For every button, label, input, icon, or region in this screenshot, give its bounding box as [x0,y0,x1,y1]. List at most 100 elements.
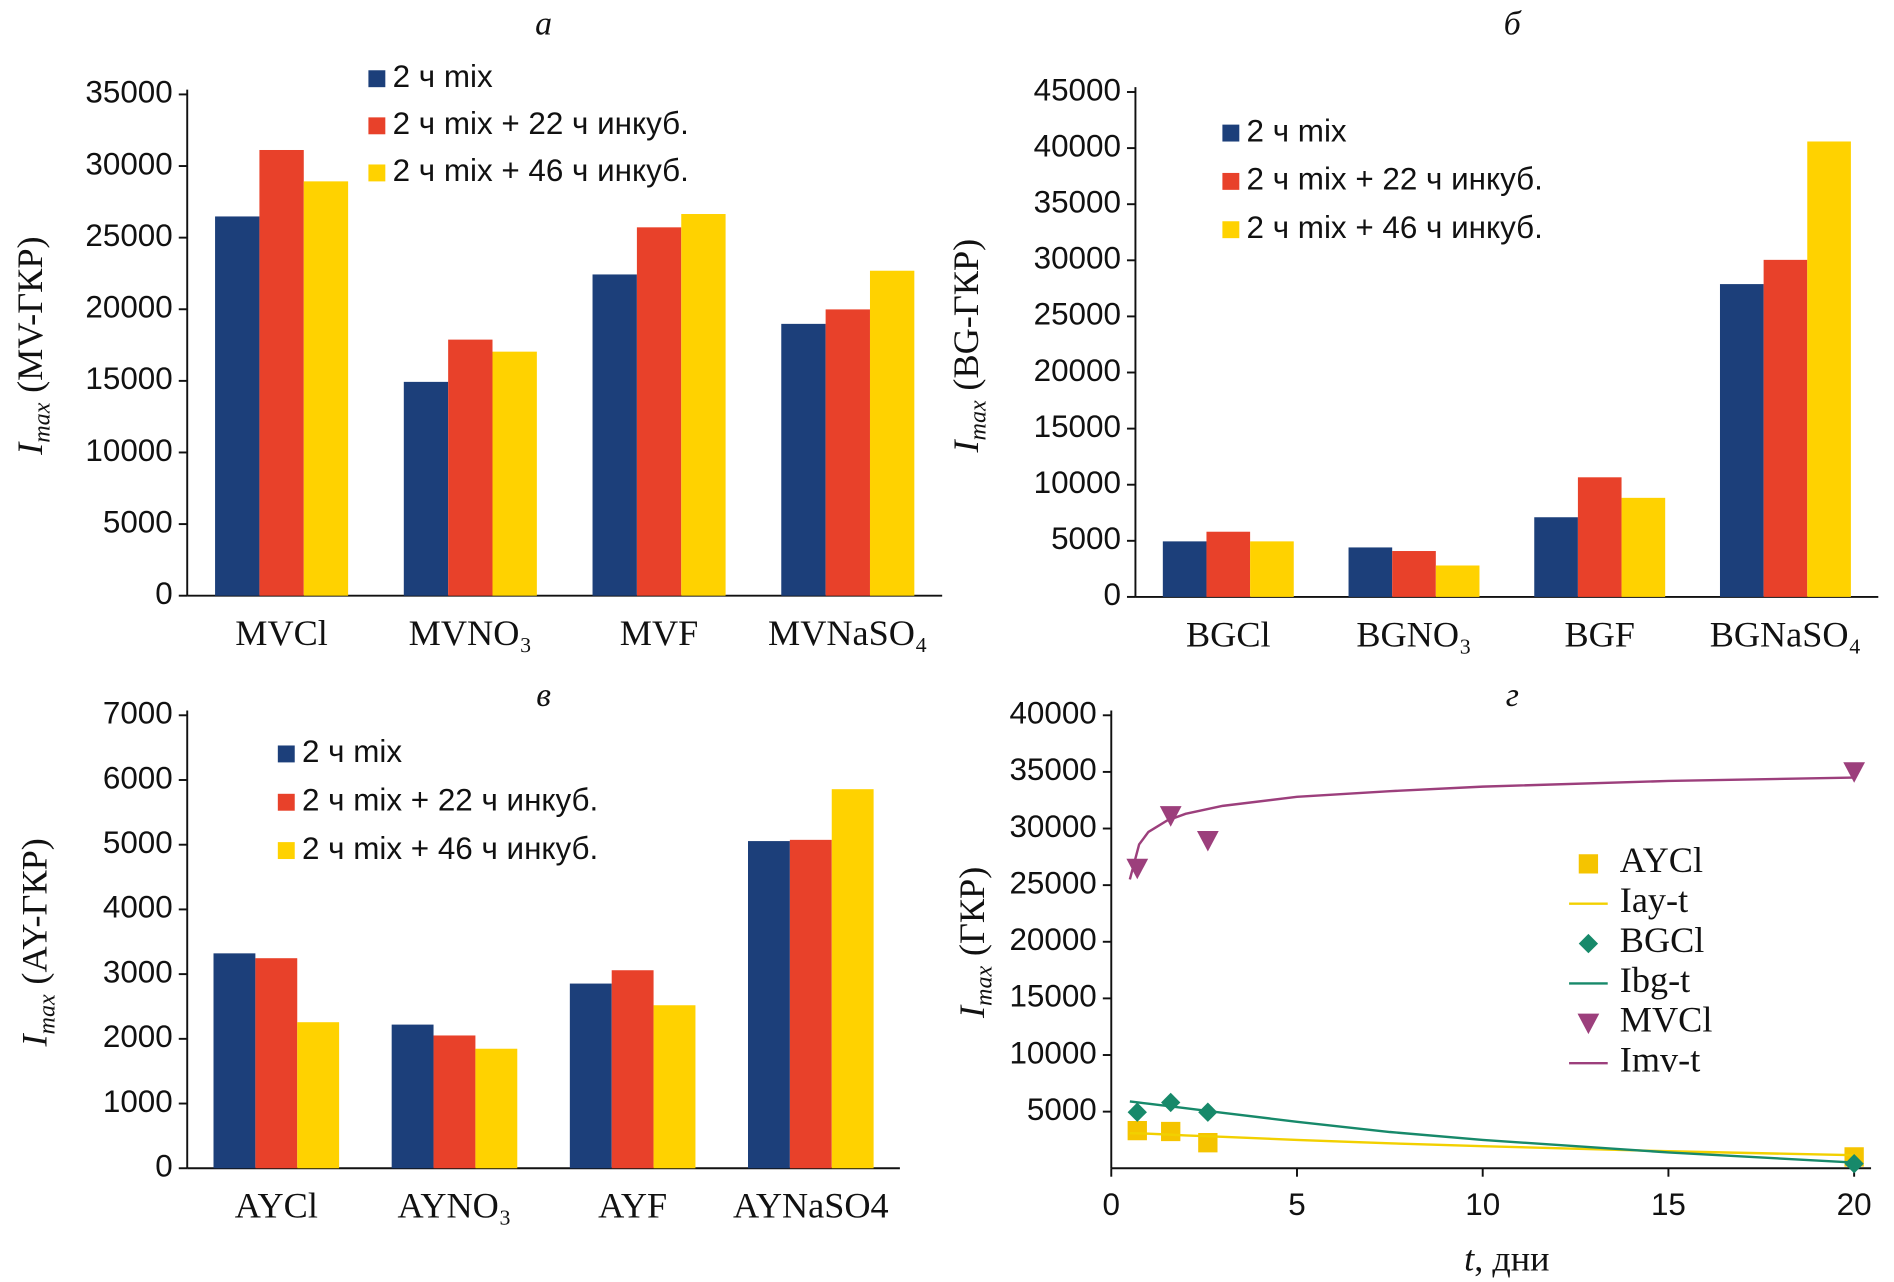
chart-title: г [1506,677,1519,714]
x-tick-label: BGNaSO₄ [1710,614,1861,654]
y-tick-label: 5000 [1051,521,1121,556]
y-tick-label: 30000 [85,146,172,181]
bar [403,381,449,596]
y-tick-label: 3000 [103,954,173,989]
x-tick-label: AYCl [235,1186,318,1226]
y-tick-label: 7000 [103,696,173,731]
marker [1577,1013,1600,1035]
bar [681,214,726,596]
y-tick-label: 0 [1103,577,1120,612]
marker [1578,854,1599,874]
bar [869,270,915,596]
y-axis-label: Imax (BG-ГКР) [946,239,991,454]
bar [825,309,870,596]
x-tick-label: MVNO₃ [409,613,532,653]
bar [1621,497,1666,597]
y-tick-label: 0 [155,576,172,611]
x-axis-symbol: t [1464,1239,1475,1279]
bar [1807,141,1851,597]
y-tick-label: 5000 [103,825,173,860]
y-tick-label: 20000 [1009,922,1096,957]
y-tick-label: 15000 [1034,409,1121,444]
marker [1161,1121,1181,1142]
bar [748,841,790,1169]
y-tick-label: 30000 [1009,809,1096,844]
x-tick-label: MVNaSO₄ [768,613,928,653]
legend-label: Ibg-t [1620,960,1690,1000]
legend-label: 2 ч mix [302,734,402,769]
legend-label: 2 ч mix [393,59,493,94]
y-axis-symbol: I [946,439,986,454]
y-tick-label: 5000 [103,504,173,539]
marker [1578,933,1599,954]
marker [1843,762,1866,783]
bar [1392,551,1436,597]
legend-label: Imv-t [1620,1039,1700,1079]
y-tick-label: 4000 [103,890,173,925]
legend-label: 2 ч mix + 22 ч инкуб. [1247,162,1543,197]
legend-label: MVCl [1620,1000,1713,1040]
bar [1162,541,1207,597]
y-tick-label: 6000 [103,760,173,795]
fit-line [1129,1131,1855,1157]
y-axis-label: Imax (ГКР) [952,867,997,1019]
bar [1534,517,1578,597]
bar [391,1024,434,1169]
x-tick-label: 20 [1837,1187,1872,1222]
legend-label: 2 ч mix + 46 ч инкуб. [393,153,689,188]
y-tick-label: 15000 [1009,979,1096,1014]
x-tick-label: AYF [598,1186,667,1226]
bar [213,953,256,1169]
x-tick-label: 0 [1103,1187,1120,1222]
legend-swatch [1222,124,1240,142]
y-axis-label: Imax (AY-ГКР) [15,838,60,1047]
bar [1763,259,1808,597]
y-tick-label: 20000 [85,290,172,325]
legend-label: BGCl [1620,920,1705,960]
bar [1435,565,1480,597]
bar [653,1005,696,1169]
marker [1196,830,1219,852]
bar [789,839,832,1169]
y-tick-label: 5000 [1027,1092,1097,1127]
y-axis-symbol: I [10,441,50,456]
y-axis-text: (ГКР) [952,867,992,956]
x-tick-label: MVF [620,613,699,653]
y-tick-label: 10000 [1009,1035,1096,1070]
y-tick-label: 40000 [1034,128,1121,163]
y-axis-subscript: max [33,994,60,1035]
legend-label: 2 ч mix + 46 ч инкуб. [302,831,598,866]
x-tick-label: MVCl [235,613,328,653]
x-axis-label: t, дни [1464,1239,1549,1279]
bar [1348,547,1393,597]
y-axis-text: (MV-ГКР) [10,236,50,392]
y-tick-label: 2000 [103,1019,173,1054]
bar [569,983,612,1169]
y-tick-label: 35000 [85,75,172,110]
legend-swatch [368,164,386,182]
legend-label: 2 ч mix + 46 ч инкуб. [1247,210,1543,245]
legend-swatch [1222,221,1240,239]
legend-swatch [277,842,295,860]
y-tick-label: 35000 [1009,752,1096,787]
y-tick-label: 15000 [85,361,172,396]
bar [1577,477,1622,597]
bar [475,1048,518,1169]
bar [1250,541,1294,597]
x-tick-label: BGNO₃ [1356,614,1471,654]
legend-label: 2 ч mix + 22 ч инкуб. [393,106,689,141]
y-axis-text: (BG-ГКР) [946,239,986,391]
y-tick-label: 25000 [85,218,172,253]
x-tick-label: AYNO₃ [398,1186,512,1226]
bar [297,1022,340,1169]
marker [1159,806,1182,827]
y-tick-label: 35000 [1034,185,1121,220]
bar [448,339,493,596]
bar [611,970,654,1169]
marker [1127,1120,1147,1141]
legend-label: Iay-t [1620,880,1688,920]
y-tick-label: 10000 [85,433,172,468]
fit-line [1129,1100,1855,1164]
